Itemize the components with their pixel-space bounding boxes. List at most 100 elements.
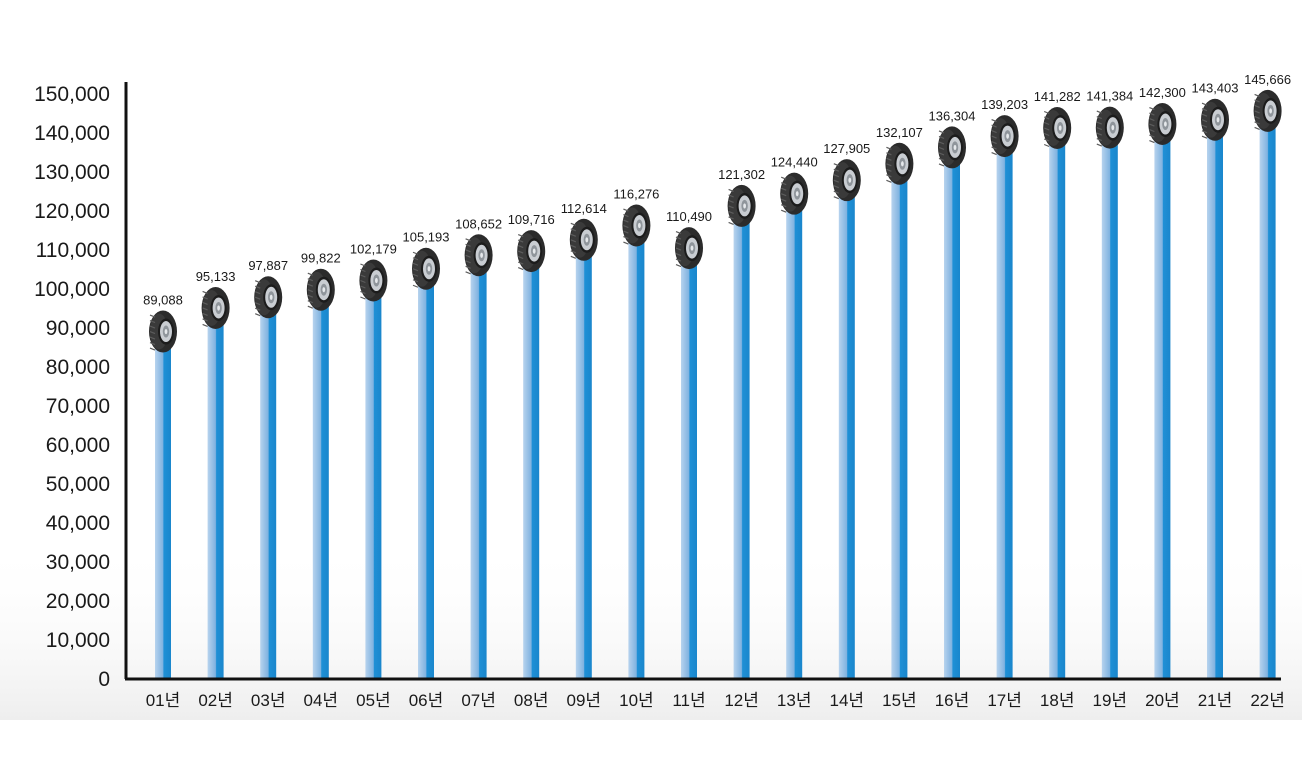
bar-16: 136,304: [929, 108, 976, 679]
data-label: 145,666: [1244, 72, 1291, 87]
x-tick-label: 01년: [146, 691, 181, 710]
x-tick-label: 03년: [251, 691, 286, 710]
y-tick-label: 90,000: [46, 317, 110, 340]
bar: [1154, 134, 1171, 679]
x-tick-label: 09년: [567, 691, 602, 710]
bar-15: 132,107: [876, 125, 923, 679]
bar-6: 105,193: [403, 230, 450, 679]
bar-21: 143,403: [1192, 81, 1239, 680]
data-label: 89,088: [143, 293, 183, 308]
bar: [996, 146, 1013, 680]
bar-4: 99,822: [301, 251, 341, 679]
bar: [1049, 138, 1066, 680]
tire-icon: [990, 115, 1019, 158]
bar-22: 145,666: [1244, 72, 1291, 680]
x-tick-label: 08년: [514, 691, 549, 710]
tire-icon: [938, 126, 966, 169]
x-tick-label: 14년: [830, 691, 865, 710]
y-axis-ticks: 0 10,000 20,000 30,000 40,000 50,000 60,000 70,…: [34, 83, 110, 691]
bar-18: 141,282: [1034, 89, 1081, 680]
tire-icon: [1095, 106, 1124, 149]
data-label: 121,302: [718, 167, 765, 182]
bar-9: 112,614: [561, 201, 607, 679]
tire-icon: [622, 204, 651, 247]
bar: [418, 278, 434, 679]
bar: [1101, 137, 1118, 679]
y-tick-label: 60,000: [46, 434, 110, 457]
y-tick-label: 80,000: [46, 356, 110, 379]
bar: [786, 203, 803, 679]
bar: [575, 249, 592, 679]
tire-icon: [412, 247, 440, 290]
data-label: 124,440: [771, 155, 818, 170]
data-label: 139,203: [981, 97, 1028, 112]
tire-icon: [359, 259, 388, 302]
bar: [838, 190, 855, 679]
y-tick-label: 40,000: [46, 512, 110, 535]
tire-icon: [149, 310, 177, 353]
y-tick-label: 150,000: [34, 83, 110, 106]
bar: [891, 173, 908, 679]
bar: [365, 290, 382, 679]
tire-icon: [464, 234, 493, 277]
x-tick-label: 04년: [304, 691, 339, 710]
bar: [944, 157, 960, 679]
y-tick-label: 50,000: [46, 473, 110, 496]
tire-icon: [780, 172, 809, 215]
tire-icon: [727, 184, 756, 227]
x-tick-label: 13년: [777, 691, 812, 710]
x-tick-label: 12년: [724, 691, 759, 710]
data-label: 132,107: [876, 125, 923, 140]
data-label: 143,403: [1192, 81, 1239, 96]
data-label: 97,887: [248, 258, 288, 273]
data-label: 136,304: [929, 108, 976, 123]
bar: [523, 261, 540, 679]
bar: [312, 299, 329, 679]
x-tick-label: 11년: [672, 691, 705, 710]
data-label: 108,652: [455, 216, 502, 231]
bar-10: 116,276: [613, 187, 659, 679]
y-tick-label: 100,000: [34, 278, 110, 301]
tire-icon: [832, 159, 861, 202]
bar: [1259, 120, 1276, 680]
bar: [260, 307, 277, 679]
y-tick-label: 20,000: [46, 590, 110, 613]
data-label: 110,490: [666, 209, 712, 224]
tire-icon: [569, 218, 598, 261]
y-tick-label: 10,000: [46, 629, 110, 652]
bar-8: 109,716: [508, 212, 555, 679]
data-label: 116,276: [613, 187, 659, 202]
tire-icon: [306, 268, 335, 311]
bar: [681, 258, 697, 679]
bar: [1207, 129, 1223, 680]
x-tick-label: 02년: [198, 691, 233, 710]
data-label: 141,282: [1034, 89, 1081, 104]
bar: [733, 215, 750, 680]
bar-3: 97,887: [248, 258, 288, 679]
bar-5: 102,179: [350, 242, 397, 679]
y-tick-label: 110,000: [36, 239, 110, 262]
x-axis-ticks: 01년 02년 03년 04년 05년 06년 07년 08년 09년 10년 11년 12년 13년 1…: [146, 691, 1285, 710]
tire-icon: [1253, 89, 1282, 132]
bar-7: 108,652: [455, 216, 502, 679]
bar-19: 141,384: [1086, 89, 1133, 679]
tire-icon: [201, 286, 230, 329]
tire-icon: [1201, 98, 1229, 141]
data-label: 141,384: [1086, 89, 1133, 104]
x-tick-label: 15년: [882, 691, 917, 710]
bar-14: 127,905: [823, 141, 870, 679]
x-tick-label: 16년: [935, 691, 970, 710]
tire-icon: [675, 227, 703, 270]
data-label: 102,179: [350, 242, 397, 257]
y-tick-label: 130,000: [34, 161, 110, 184]
tire-icon: [1043, 107, 1072, 150]
y-tick-label: 30,000: [46, 551, 110, 574]
bars-group: 89,088 95,133 97,887 99,822 102,179 105,193 10…: [143, 72, 1291, 680]
tire-icon: [1148, 103, 1177, 146]
y-tick-label: 70,000: [46, 395, 110, 418]
bar: [155, 341, 171, 679]
bar: [470, 265, 487, 679]
y-tick-label: 0: [98, 668, 110, 691]
x-tick-label: 21년: [1198, 691, 1233, 710]
